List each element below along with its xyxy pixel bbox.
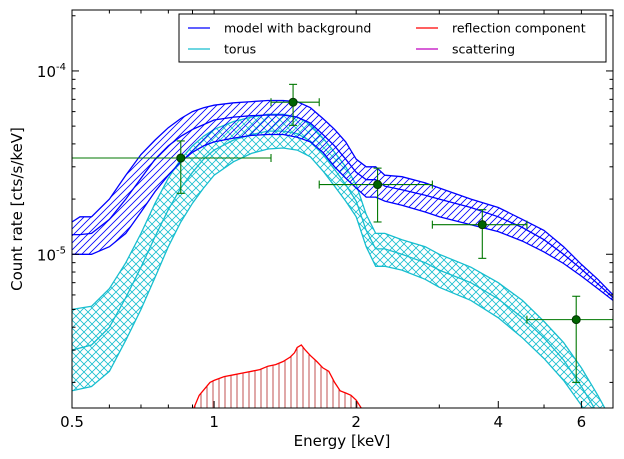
axis-ticks [71, 10, 614, 408]
data-point-5 [526, 295, 613, 383]
data-point-3 [318, 167, 433, 223]
legend-label: scattering [452, 42, 515, 57]
data-point-4 [431, 209, 528, 259]
torus-band [72, 114, 605, 408]
torus-mid-line [72, 130, 596, 408]
model-with-background-lower-line [72, 133, 613, 301]
reflection-component-line [193, 344, 362, 408]
legend-label: torus [224, 42, 256, 57]
data-marker [288, 97, 298, 107]
y-tick-label: 10-4 [37, 62, 66, 81]
y-axis-label: Count rate [cts/s/keV] [8, 127, 26, 291]
series-bands [72, 99, 613, 408]
x-tick-label: 0.5 [60, 413, 84, 431]
legend-label: model with background [224, 21, 371, 36]
x-tick-label: 2 [351, 413, 361, 431]
y-tick-labels: 10-5 10-4 [37, 62, 66, 264]
data-marker [176, 153, 186, 163]
model-with-background-upper-line [72, 99, 613, 296]
plot-frame [71, 9, 614, 409]
model-with-background-mid-line [72, 114, 613, 299]
data-point-2 [270, 83, 320, 126]
x-tick-label: 4 [494, 413, 504, 431]
x-tick-label: 1 [209, 413, 219, 431]
legend: model with background reflection componen… [178, 13, 607, 63]
legend-entry: scattering [416, 42, 515, 57]
legend-label: reflection component [452, 21, 586, 36]
legend-entry: model with background [188, 21, 371, 36]
x-tick-label: 6 [577, 413, 587, 431]
y-tick-label: 10-5 [37, 245, 66, 264]
x-tick-labels: 0.5 1 2 4 6 [60, 413, 586, 431]
legend-entry: reflection component [416, 21, 586, 36]
data-point-1 [72, 140, 272, 194]
x-axis-label: Energy [keV] [294, 432, 391, 450]
reflection-component-fill [190, 345, 367, 408]
model-with-background-band [72, 100, 613, 301]
data-marker [477, 220, 487, 230]
legend-entry: torus [188, 42, 256, 57]
data-marker [373, 180, 383, 190]
data-marker [571, 315, 581, 325]
data-points [72, 83, 613, 383]
torus-lower-line [72, 147, 584, 408]
